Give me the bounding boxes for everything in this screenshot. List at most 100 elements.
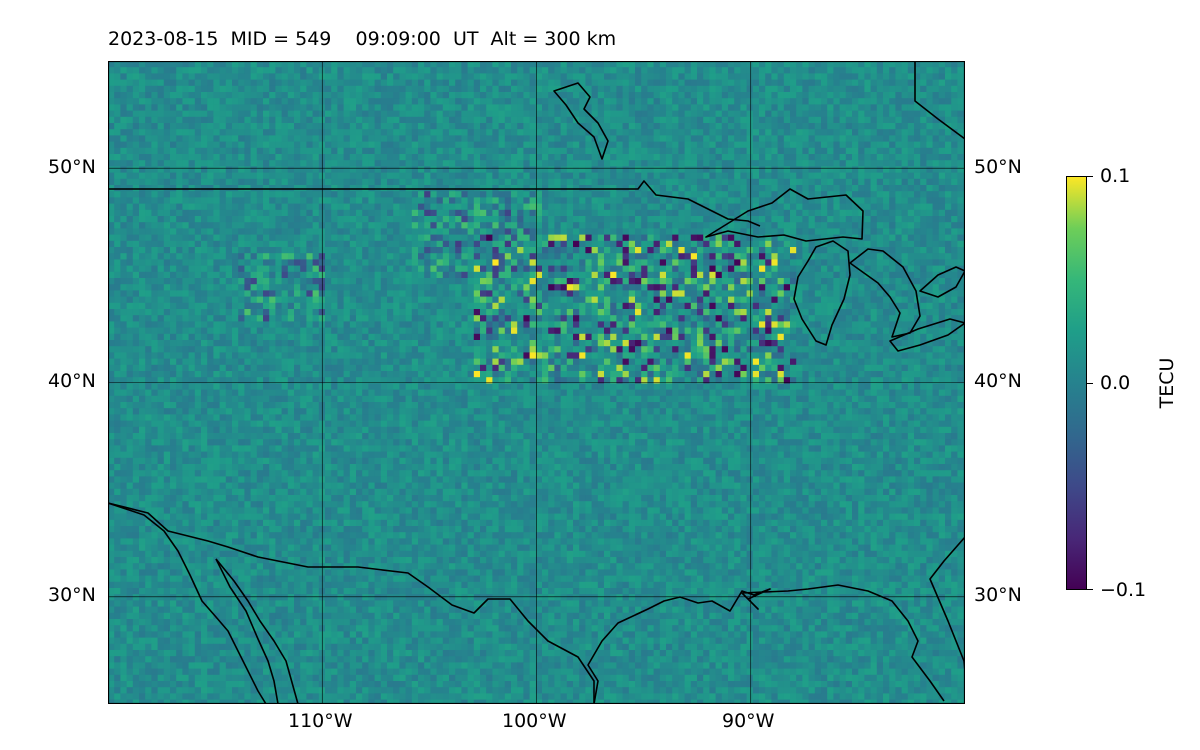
heatmap-cell [139,240,146,248]
heatmap-cell [839,185,847,192]
heatmap-cell [808,234,816,242]
heatmap-cell [504,160,512,167]
heatmap-cell [517,166,524,173]
heatmap-cell [517,79,524,87]
heatmap-cell [387,166,394,173]
heatmap-cell [238,234,245,242]
heatmap-cell [411,216,419,223]
heatmap-cell [442,197,450,204]
heatmap-cell [492,129,499,136]
heatmap-cell [511,73,518,80]
heatmap-cell [616,203,623,211]
heatmap-cell [244,228,251,235]
heatmap-cell [734,172,741,180]
heatmap-cell [709,154,716,161]
heatmap-cell [690,185,698,192]
heatmap-cell [393,154,400,161]
heatmap-cell [424,197,431,204]
heatmap-cell [163,253,171,260]
heatmap-cell [740,172,747,180]
heatmap-cell [269,247,276,254]
heatmap-cell [709,234,716,242]
heatmap-cell [821,98,828,105]
heatmap-cell [473,129,481,136]
heatmap-cell [560,123,568,130]
heatmap-cell [821,116,828,124]
heatmap-cell [374,141,382,149]
heatmap-cell [827,141,834,149]
heatmap-cell [201,116,208,124]
heatmap-cell [802,259,809,266]
heatmap-cell [213,141,220,149]
heatmap-cell [808,147,816,155]
heatmap-cell [424,247,431,254]
heatmap-cell [511,222,518,229]
heatmap-cell [356,203,363,211]
heatmap-cell [740,185,747,192]
heatmap-cell [393,135,400,142]
heatmap-cell [895,172,902,180]
heatmap-cell [901,79,909,87]
heatmap-cell [157,234,165,242]
heatmap-cell [176,135,183,142]
heatmap-cell [411,278,419,285]
heatmap-cell [604,259,611,266]
heatmap-cell [256,203,264,211]
heatmap-cell [697,209,704,217]
heatmap-cell [597,116,605,124]
heatmap-cell [907,129,915,136]
heatmap-cell [176,85,183,93]
heatmap-cell [424,259,431,266]
heatmap-cell [194,259,202,266]
heatmap-cell [194,160,202,167]
heatmap-cell [845,61,853,68]
heatmap-cell [907,185,915,192]
heatmap-cell [312,178,320,186]
heatmap-cell [542,67,549,74]
heatmap-cell [486,79,493,87]
heatmap-cell [132,79,140,87]
heatmap-cell [436,98,444,105]
heatmap-cell [833,191,840,198]
heatmap-cell [480,197,487,204]
heatmap-cell [771,253,778,260]
heatmap-cell [839,166,847,173]
heatmap-cell [604,265,611,273]
heatmap-cell [356,228,363,235]
heatmap-cell [728,147,735,155]
heatmap-cell [269,129,276,136]
heatmap-cell [411,271,419,279]
heatmap-cell [833,123,840,130]
heatmap-cell [120,259,127,266]
heatmap-cell [932,234,940,242]
heatmap-cell [213,116,220,124]
heatmap-cell [926,216,933,223]
heatmap-cell [114,147,121,155]
heatmap-cell [188,209,196,217]
heatmap-cell [610,135,617,142]
heatmap-cell [566,203,574,211]
heatmap-cell [883,271,890,279]
heatmap-cell [628,73,636,80]
heatmap-cell [796,116,803,124]
heatmap-cell [585,172,592,180]
heatmap-cell [914,79,921,87]
heatmap-cell [678,160,685,167]
heatmap-cell [814,85,822,93]
heatmap-cell [306,203,313,211]
heatmap-cell [139,253,146,260]
heatmap-cell [790,278,797,285]
heatmap-cell [517,92,524,99]
heatmap-cell [263,259,270,266]
heatmap-cell [219,147,227,155]
heatmap-cell [331,259,338,266]
heatmap-cell [256,228,264,235]
heatmap-cell [591,154,599,161]
heatmap-cell [529,253,537,260]
heatmap-cell [306,271,313,279]
heatmap-cell [151,160,158,167]
heatmap-cell [356,247,363,254]
heatmap-cell [653,216,661,223]
heatmap-cell [945,222,952,229]
heatmap-cell [498,278,506,285]
